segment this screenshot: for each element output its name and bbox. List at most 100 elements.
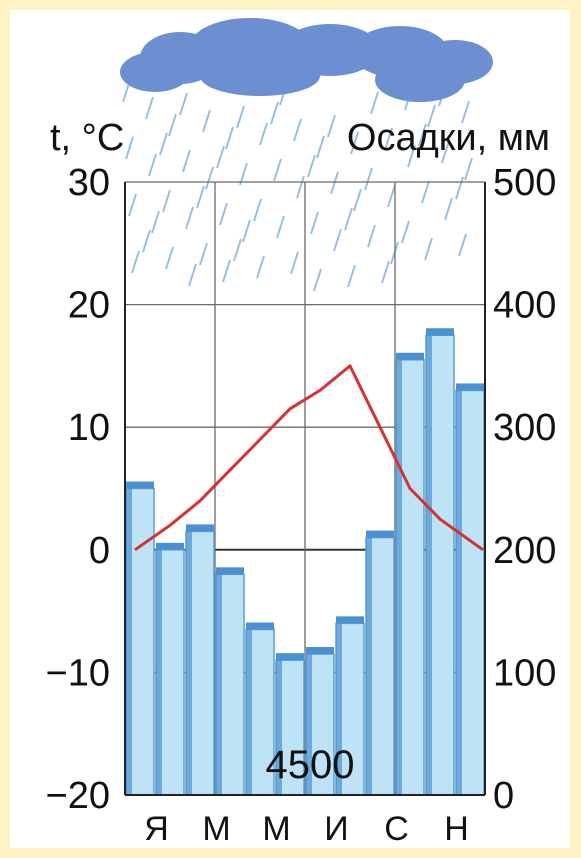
rain-streak bbox=[461, 100, 470, 124]
bar-top-face bbox=[186, 524, 214, 532]
precipitation-bars bbox=[125, 328, 485, 796]
bar-side-shade bbox=[246, 629, 252, 795]
rain-streak bbox=[128, 193, 137, 217]
left-tick-label: 0 bbox=[89, 530, 110, 572]
rain-streak bbox=[259, 122, 268, 146]
rain-streak bbox=[344, 207, 353, 231]
rain-streak bbox=[179, 92, 188, 116]
rain-streak bbox=[418, 123, 427, 147]
rain-streak bbox=[142, 229, 151, 253]
rain-streak bbox=[256, 255, 265, 279]
rain-streak bbox=[239, 162, 248, 186]
right-axis-title: Осадки, мм bbox=[347, 117, 550, 159]
rain-streak bbox=[464, 157, 473, 181]
left-tick-label: −20 bbox=[46, 775, 110, 817]
precipitation-bar bbox=[425, 328, 455, 796]
x-tick-label: М bbox=[202, 810, 230, 848]
bar-top-face bbox=[456, 383, 484, 391]
bar-side-shade bbox=[186, 531, 192, 795]
rain-streak bbox=[381, 260, 390, 284]
rain-streak bbox=[145, 96, 154, 120]
rain-streak bbox=[196, 185, 205, 209]
rain-streak bbox=[242, 219, 251, 243]
temperature-line-group bbox=[134, 364, 484, 552]
rain-streak bbox=[293, 118, 302, 142]
rain-streak bbox=[225, 126, 234, 150]
rain-streak bbox=[125, 136, 134, 160]
bar-top-face bbox=[306, 647, 334, 655]
left-tick-label: 10 bbox=[68, 407, 110, 449]
cloud-puff bbox=[375, 58, 465, 102]
rain-streak bbox=[296, 175, 305, 199]
bar-top-face bbox=[156, 542, 184, 550]
rain-streak bbox=[148, 153, 157, 177]
bar-top-face bbox=[126, 481, 154, 489]
rain-streaks bbox=[122, 79, 473, 292]
rain-streak bbox=[253, 198, 262, 222]
bar-top-face bbox=[426, 328, 454, 336]
rain-streak bbox=[199, 242, 208, 266]
left-axis-title: t, °C bbox=[50, 117, 124, 159]
precipitation-bar bbox=[455, 383, 485, 796]
precipitation-bar bbox=[215, 567, 245, 796]
bar-side-shade bbox=[306, 654, 312, 795]
rain-streak bbox=[387, 184, 396, 208]
precipitation-bar bbox=[245, 622, 275, 796]
precipitation-bar bbox=[125, 481, 155, 796]
rain-streak bbox=[188, 263, 197, 287]
rain-streak bbox=[424, 237, 433, 261]
bar-top-face bbox=[336, 616, 364, 624]
bar-top-face bbox=[366, 530, 394, 538]
rain-streak bbox=[222, 259, 231, 283]
bar-side-shade bbox=[366, 537, 372, 795]
rain-streak bbox=[276, 215, 285, 239]
rain-streak bbox=[202, 109, 211, 133]
bar-side-shade bbox=[156, 549, 162, 795]
rain-streak bbox=[330, 171, 339, 195]
rain-streak bbox=[131, 250, 140, 274]
rain-streak bbox=[236, 105, 245, 129]
rain-streak bbox=[353, 188, 362, 212]
rain-streak bbox=[270, 101, 279, 125]
annual-precipitation-label: 4500 bbox=[266, 743, 355, 787]
bar-top-face bbox=[216, 567, 244, 575]
rain-streak bbox=[327, 114, 336, 138]
right-tick-label: 0 bbox=[493, 775, 514, 817]
rain-streak bbox=[458, 233, 467, 257]
cloud-puff bbox=[200, 56, 320, 96]
rain-streak bbox=[444, 197, 453, 221]
rain-streak bbox=[313, 268, 322, 292]
rain-streak bbox=[350, 131, 359, 155]
right-tick-label: 200 bbox=[493, 530, 556, 572]
precipitation-bar bbox=[395, 352, 425, 796]
bar-top-face bbox=[276, 653, 304, 661]
bar-side-shade bbox=[396, 359, 402, 795]
rain-streak bbox=[316, 135, 325, 159]
left-tick-label: −10 bbox=[46, 652, 110, 694]
right-tick-label: 300 bbox=[493, 407, 556, 449]
precipitation-bar bbox=[185, 524, 215, 796]
bar-side-shade bbox=[216, 574, 222, 795]
rain-cloud-decoration bbox=[120, 18, 493, 292]
rain-streak bbox=[159, 132, 168, 156]
rain-streak bbox=[441, 140, 450, 164]
bar-top-face bbox=[396, 352, 424, 360]
rain-streak bbox=[290, 251, 299, 275]
x-tick-label: Я bbox=[144, 810, 169, 848]
rain-streak bbox=[307, 154, 316, 178]
axes bbox=[124, 182, 486, 796]
right-tick-label: 100 bbox=[493, 652, 556, 694]
x-tick-label: И bbox=[324, 810, 348, 848]
rain-streak bbox=[216, 145, 225, 169]
left-tick-label: 20 bbox=[68, 285, 110, 327]
rain-streak bbox=[168, 113, 177, 137]
precipitation-bar bbox=[155, 542, 185, 796]
rain-streak bbox=[427, 104, 436, 128]
rain-streak bbox=[407, 144, 416, 168]
rain-streak bbox=[367, 224, 376, 248]
precipitation-bar bbox=[275, 653, 305, 796]
cloud-icon bbox=[120, 18, 493, 102]
rain-streak bbox=[455, 176, 464, 200]
